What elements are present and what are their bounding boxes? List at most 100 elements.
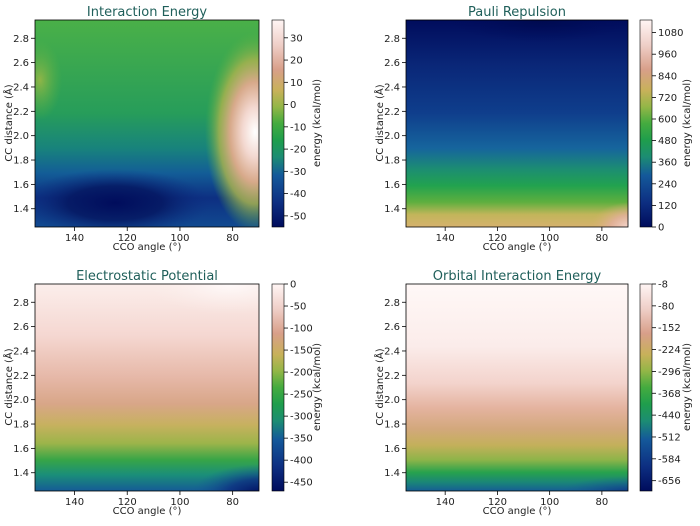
xlabel-electrostatic-potential: CCO angle (°) xyxy=(113,506,182,517)
ytick-label-orbital-interaction-energy: 1.6 xyxy=(384,444,400,455)
ytick-label-orbital-interaction-energy: 1.8 xyxy=(384,420,400,431)
colorbar-tick-label-pauli-repulsion: 240 xyxy=(658,179,677,190)
ytick-label-pauli-repulsion: 1.4 xyxy=(384,204,400,215)
axes-frame-pauli-repulsion xyxy=(405,19,629,228)
ytick-label-electrostatic-potential: 1.6 xyxy=(13,444,29,455)
colorbar-tick-label-orbital-interaction-energy: -296 xyxy=(658,367,681,378)
colorbar-label-electrostatic-potential: energy (kcal/mol) xyxy=(312,343,323,431)
colorbar-tick-label-interaction-energy: 20 xyxy=(290,56,303,67)
colorbar-pauli-repulsion xyxy=(639,19,653,228)
colorbar-tick-label-interaction-energy: -20 xyxy=(290,145,306,156)
colorbar-tick-label-electrostatic-potential: -300 xyxy=(290,412,313,423)
heatmap-field-electrostatic-potential xyxy=(35,284,259,491)
ytick-label-pauli-repulsion: 2.0 xyxy=(384,131,400,142)
ytick-label-interaction-energy: 1.4 xyxy=(13,204,29,215)
xtick-label-electrostatic-potential: 140 xyxy=(65,497,84,508)
colorbar-tick-label-orbital-interaction-energy: -224 xyxy=(658,345,681,356)
xtick-label-orbital-interaction-energy: 140 xyxy=(436,497,455,508)
colorbar-tick-label-pauli-repulsion: 120 xyxy=(658,201,677,212)
ylabel-pauli-repulsion: CC distance (Å) xyxy=(373,84,386,161)
colorbar-tick-label-orbital-interaction-energy: -656 xyxy=(658,476,681,487)
colorbar-label-pauli-repulsion: energy (kcal/mol) xyxy=(682,79,693,167)
colorbar-tick-label-interaction-energy: 30 xyxy=(290,33,303,44)
colorbar-tick-label-electrostatic-potential: -250 xyxy=(290,390,313,401)
colorbar-tick-label-pauli-repulsion: 960 xyxy=(658,50,677,61)
colorbar-electrostatic-potential xyxy=(271,283,285,492)
title-orbital-interaction-energy: Orbital Interaction Energy xyxy=(433,269,602,284)
colorbar-tick-label-pauli-repulsion: 360 xyxy=(658,158,677,169)
ytick-label-electrostatic-potential: 2.0 xyxy=(13,395,29,406)
ytick-label-electrostatic-potential: 1.4 xyxy=(13,468,29,479)
colorbar-tick-label-pauli-repulsion: 600 xyxy=(658,115,677,126)
ytick-label-interaction-energy: 2.2 xyxy=(13,107,29,118)
ytick-label-pauli-repulsion: 1.6 xyxy=(384,180,400,191)
ytick-label-orbital-interaction-energy: 2.8 xyxy=(384,298,400,309)
xlabel-orbital-interaction-energy: CCO angle (°) xyxy=(483,506,552,517)
ytick-label-pauli-repulsion: 2.8 xyxy=(384,34,400,45)
colorbar-tick-label-interaction-energy: -40 xyxy=(290,189,306,200)
title-pauli-repulsion: Pauli Repulsion xyxy=(468,5,566,20)
colorbar-label-orbital-interaction-energy: energy (kcal/mol) xyxy=(682,343,693,431)
colorbar-tick-label-electrostatic-potential: -100 xyxy=(290,324,313,335)
ytick-label-pauli-repulsion: 2.4 xyxy=(384,82,400,93)
xtick-label-pauli-repulsion: 120 xyxy=(488,233,507,244)
heatmap-field-pauli-repulsion xyxy=(406,20,628,227)
xtick-label-orbital-interaction-energy: 100 xyxy=(540,497,559,508)
ytick-label-pauli-repulsion: 1.8 xyxy=(384,156,400,167)
ytick-label-orbital-interaction-energy: 2.4 xyxy=(384,346,400,357)
colorbar-tick-label-interaction-energy: 10 xyxy=(290,78,303,89)
colorbar-tick-label-orbital-interaction-energy: -80 xyxy=(658,301,674,312)
colorbar-tick-label-orbital-interaction-energy: -152 xyxy=(658,323,681,334)
xtick-label-orbital-interaction-energy: 120 xyxy=(488,497,507,508)
xlabel-pauli-repulsion: CCO angle (°) xyxy=(483,242,552,253)
colorbar-tick-label-orbital-interaction-energy: -584 xyxy=(658,454,681,465)
xtick-label-electrostatic-potential: 100 xyxy=(170,497,189,508)
colorbar-tick-label-interaction-energy: -50 xyxy=(290,211,306,222)
colorbar-orbital-interaction-energy xyxy=(639,283,653,492)
ytick-label-electrostatic-potential: 1.8 xyxy=(13,420,29,431)
ytick-label-pauli-repulsion: 2.6 xyxy=(384,58,400,69)
xtick-label-pauli-repulsion: 80 xyxy=(596,233,609,244)
colorbar-tick-label-pauli-repulsion: 840 xyxy=(658,71,677,82)
colorbar-tick-label-electrostatic-potential: 0 xyxy=(290,280,296,291)
xtick-label-interaction-energy: 100 xyxy=(170,233,189,244)
ytick-label-interaction-energy: 2.4 xyxy=(13,82,29,93)
colorbar-tick-label-pauli-repulsion: 0 xyxy=(658,223,664,234)
colorbar-label-interaction-energy: energy (kcal/mol) xyxy=(312,79,323,167)
ytick-label-interaction-energy: 2.8 xyxy=(13,34,29,45)
colorbar-tick-label-interaction-energy: -30 xyxy=(290,167,306,178)
colorbar-tick-label-electrostatic-potential: -350 xyxy=(290,434,313,445)
ytick-label-electrostatic-potential: 2.8 xyxy=(13,298,29,309)
ytick-label-electrostatic-potential: 2.2 xyxy=(13,371,29,382)
ylabel-orbital-interaction-energy: CC distance (Å) xyxy=(373,348,386,425)
ytick-label-orbital-interaction-energy: 2.0 xyxy=(384,395,400,406)
colorbar-interaction-energy xyxy=(271,19,285,228)
heatmap-field-orbital-interaction-energy xyxy=(406,284,628,491)
colorbar-tick-label-electrostatic-potential: -200 xyxy=(290,368,313,379)
colorbar-tick-label-pauli-repulsion: 480 xyxy=(658,136,677,147)
colorbar-tick-label-electrostatic-potential: -50 xyxy=(290,302,306,313)
xtick-label-electrostatic-potential: 80 xyxy=(226,497,239,508)
ytick-label-interaction-energy: 1.8 xyxy=(13,156,29,167)
colorbar-tick-label-orbital-interaction-energy: -368 xyxy=(658,389,681,400)
ytick-label-electrostatic-potential: 2.6 xyxy=(13,322,29,333)
ytick-label-orbital-interaction-energy: 2.6 xyxy=(384,322,400,333)
xtick-label-interaction-energy: 120 xyxy=(118,233,137,244)
colorbar-tick-label-pauli-repulsion: 1080 xyxy=(658,28,683,39)
ytick-label-pauli-repulsion: 2.2 xyxy=(384,107,400,118)
ytick-label-interaction-energy: 2.6 xyxy=(13,58,29,69)
ytick-label-orbital-interaction-energy: 1.4 xyxy=(384,468,400,479)
colorbar-tick-label-interaction-energy: -10 xyxy=(290,122,306,133)
ticks-layer: 140 120 100 801.41.61.82.02.22.42.62.8 30201… xyxy=(13,28,683,508)
colorbar-tick-label-electrostatic-potential: -400 xyxy=(290,456,313,467)
ytick-label-electrostatic-potential: 2.4 xyxy=(13,346,29,357)
ytick-label-interaction-energy: 2.0 xyxy=(13,131,29,142)
colorbar-tick-label-pauli-repulsion: 720 xyxy=(658,93,677,104)
xlabel-interaction-energy: CCO angle (°) xyxy=(113,242,182,253)
xtick-label-interaction-energy: 140 xyxy=(65,233,84,244)
xtick-label-pauli-repulsion: 140 xyxy=(436,233,455,244)
xtick-label-electrostatic-potential: 120 xyxy=(118,497,137,508)
xtick-label-interaction-energy: 80 xyxy=(226,233,239,244)
ylabel-interaction-energy: CC distance (Å) xyxy=(2,84,15,161)
